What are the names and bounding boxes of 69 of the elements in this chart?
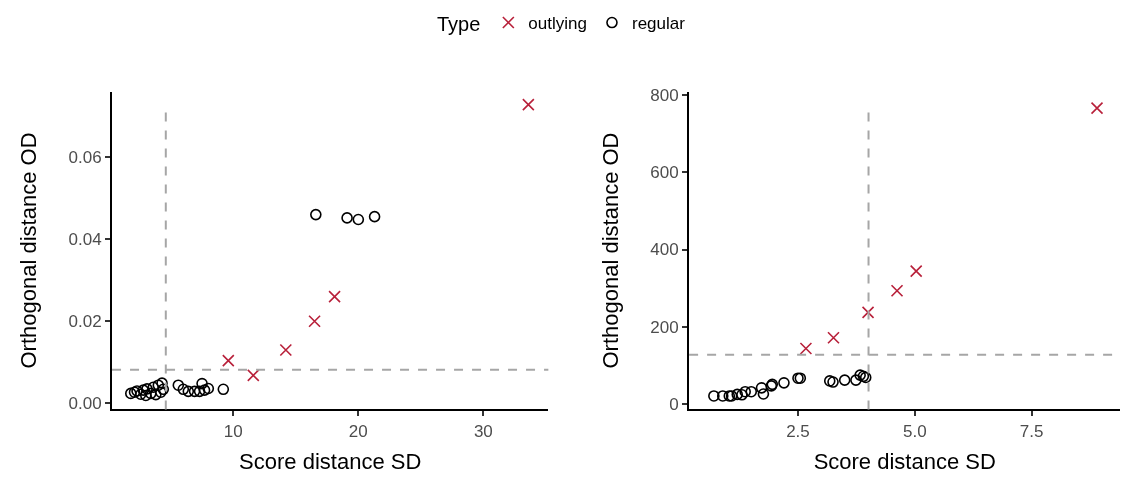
point	[716, 390, 729, 402]
point	[1090, 101, 1104, 115]
point	[757, 388, 770, 400]
point	[156, 377, 168, 389]
point	[755, 382, 768, 394]
point	[172, 379, 185, 392]
y-tick-label: 0.06	[68, 148, 102, 168]
point	[134, 388, 147, 401]
point	[838, 374, 851, 386]
point	[147, 381, 160, 394]
y-tick-label: 0.00	[68, 394, 102, 414]
y-tick-label: 600	[650, 163, 679, 183]
point	[352, 213, 365, 226]
y-axis-title: Orthogonal distance OD	[15, 132, 41, 369]
x-tick-label: 10	[223, 421, 243, 441]
y-tick-label: 0.04	[68, 230, 102, 250]
point	[850, 374, 862, 386]
point	[861, 306, 875, 319]
point	[222, 354, 235, 367]
point	[328, 290, 341, 303]
point	[310, 208, 322, 221]
point	[182, 385, 195, 398]
point	[522, 98, 535, 111]
legend-title: Type	[437, 13, 481, 35]
point	[145, 387, 157, 400]
x-tick-label: 30	[473, 421, 493, 441]
y-tick-label: 200	[650, 317, 679, 337]
x-axis-title: Score distance SD	[239, 449, 422, 475]
point	[827, 376, 839, 388]
point	[341, 212, 353, 224]
x-tick-label: 5.0	[902, 421, 927, 441]
x-axis-title: Score distance SD	[813, 449, 996, 475]
point	[137, 384, 150, 396]
point	[854, 369, 866, 381]
legend-label: outlying	[528, 14, 587, 34]
point	[799, 342, 813, 355]
point	[193, 385, 206, 398]
point	[731, 388, 744, 401]
y-tick-label: 0.02	[68, 312, 102, 332]
y-tick-label: 800	[650, 86, 679, 106]
point	[141, 383, 153, 395]
point	[188, 385, 201, 398]
y-tick-label: 400	[650, 240, 679, 260]
point	[198, 384, 211, 396]
point	[708, 390, 720, 402]
point	[368, 210, 381, 223]
point	[823, 375, 836, 387]
point	[150, 388, 162, 401]
point	[217, 383, 230, 396]
point	[124, 387, 137, 400]
point	[202, 382, 215, 395]
point	[247, 369, 260, 382]
x-tick-label: 20	[348, 421, 368, 441]
point	[909, 264, 923, 278]
point	[745, 385, 758, 398]
x-tick-label: 2.5	[786, 421, 810, 441]
point	[152, 379, 165, 392]
y-tick-label: 0	[669, 394, 679, 414]
legend-label: regular	[631, 14, 686, 34]
point	[140, 389, 152, 402]
y-axis-title: Orthogonal distance OD	[597, 132, 623, 369]
point	[827, 331, 840, 345]
point	[890, 284, 904, 298]
x-tick-label: 7.5	[1019, 421, 1044, 441]
point	[308, 314, 321, 328]
point	[196, 377, 208, 390]
point	[778, 377, 790, 389]
point	[279, 343, 293, 357]
point	[177, 383, 190, 396]
